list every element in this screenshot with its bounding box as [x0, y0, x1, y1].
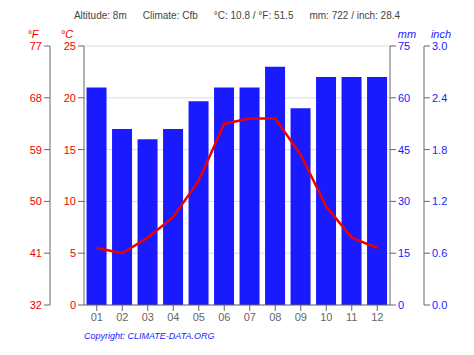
- svg-text:68: 68: [30, 92, 42, 104]
- svg-text:41: 41: [30, 247, 42, 259]
- html-text:Altitude: 8m: Altitude: 8m: [73, 10, 127, 21]
- svg-text:07: 07: [244, 311, 256, 323]
- svg-text:2.4: 2.4: [432, 92, 447, 104]
- svg-text:09: 09: [295, 311, 307, 323]
- svg-text:01: 01: [91, 311, 103, 323]
- svg-text:50: 50: [30, 195, 42, 207]
- html-text:°C: 10.8 / °F: 51.5: °C: 10.8 / °F: 51.5: [213, 10, 294, 21]
- svg-text:02: 02: [116, 311, 128, 323]
- svg-text:06: 06: [218, 311, 230, 323]
- svg-text:59: 59: [30, 144, 42, 156]
- html-text:Copyright: CLIMATE-DATA.ORG: Copyright: CLIMATE-DATA.ORG: [84, 331, 215, 341]
- svg-text:20: 20: [64, 92, 76, 104]
- svg-text:30: 30: [398, 195, 410, 207]
- svg-text:5: 5: [70, 247, 76, 259]
- svg-text:12: 12: [371, 311, 383, 323]
- svg-text:32: 32: [30, 299, 42, 311]
- svg-text:0: 0: [70, 299, 76, 311]
- svg-text:0: 0: [398, 299, 404, 311]
- svg-text:1.2: 1.2: [432, 195, 447, 207]
- svg-text:77: 77: [30, 40, 42, 52]
- svg-text:05: 05: [193, 311, 205, 323]
- svg-text:15: 15: [398, 247, 410, 259]
- svg-text:25: 25: [64, 40, 76, 52]
- html-text:mm: 722 / inch: 28.4: mm: 722 / inch: 28.4: [309, 10, 401, 21]
- svg-text:08: 08: [269, 311, 281, 323]
- svg-text:60: 60: [398, 92, 410, 104]
- svg-text:45: 45: [398, 144, 410, 156]
- svg-text:75: 75: [398, 40, 410, 52]
- svg-text:0.6: 0.6: [432, 247, 447, 259]
- svg-text:15: 15: [64, 144, 76, 156]
- svg-text:inch: inch: [431, 28, 451, 40]
- svg-text:04: 04: [167, 311, 179, 323]
- svg-text:10: 10: [320, 311, 332, 323]
- svg-text:3.0: 3.0: [432, 40, 447, 52]
- svg-text:1.8: 1.8: [432, 144, 447, 156]
- svg-text:°F: °F: [27, 28, 39, 40]
- html-text:Climate: Cfb: Climate: Cfb: [142, 10, 198, 21]
- svg-text:0.0: 0.0: [432, 299, 447, 311]
- svg-text:mm: mm: [398, 28, 416, 40]
- svg-text:°C: °C: [61, 28, 73, 40]
- svg-text:10: 10: [64, 195, 76, 207]
- svg-text:11: 11: [346, 311, 357, 323]
- svg-text:03: 03: [142, 311, 154, 323]
